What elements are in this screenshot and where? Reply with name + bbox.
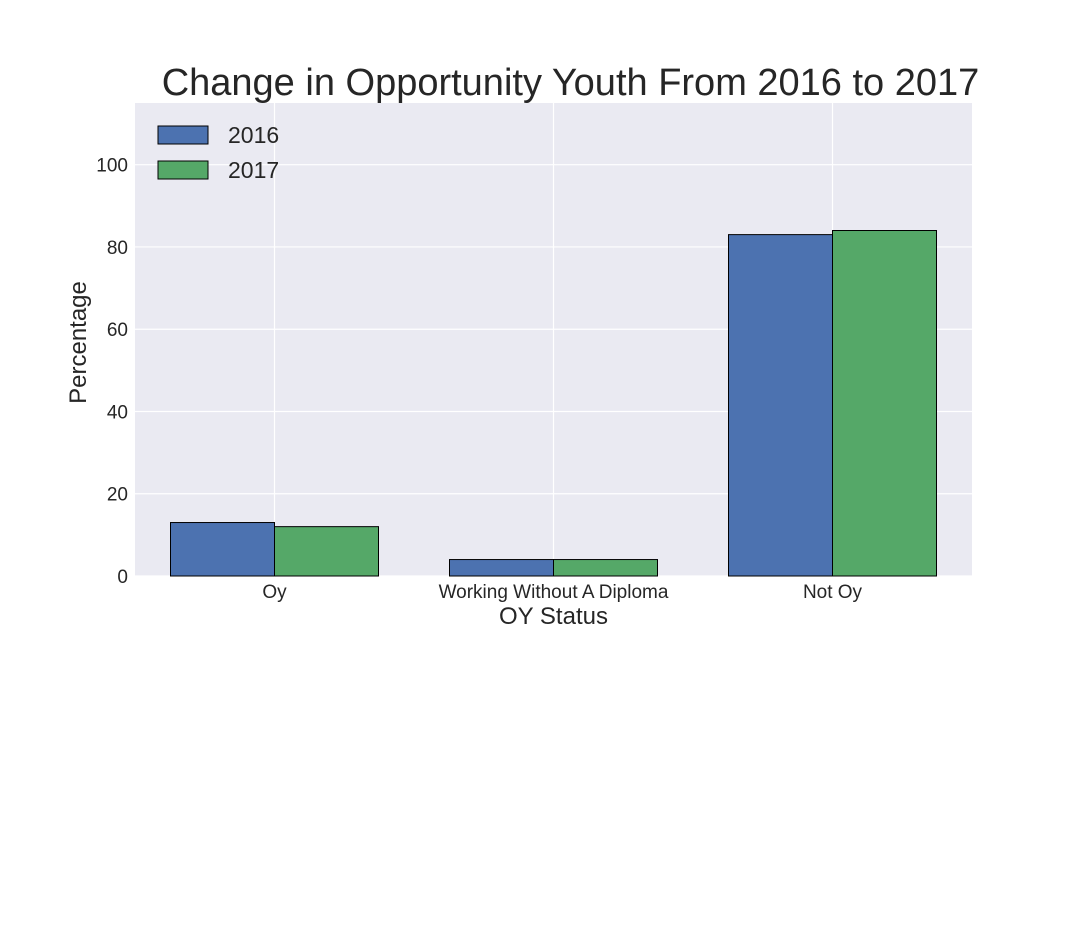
x-tick-label: Not Oy bbox=[803, 582, 863, 603]
bar-2017-not-oy bbox=[832, 230, 937, 577]
x-axis-label: OY Status bbox=[499, 603, 608, 630]
tick-labels: 0 20 40 60 80 100 Oy Working Without A Diploma N… bbox=[96, 156, 862, 603]
y-axis-label: Percentage bbox=[65, 281, 92, 404]
legend-label-2016: 2016 bbox=[228, 122, 279, 148]
bar-2017-working-without-a-diploma bbox=[553, 559, 658, 577]
legend-swatch-2016 bbox=[157, 125, 209, 145]
bar-2016-not-oy bbox=[728, 234, 833, 577]
y-tick-label: 20 bbox=[107, 485, 128, 506]
x-tick-label: Oy bbox=[262, 582, 287, 603]
y-tick-label: 100 bbox=[96, 156, 128, 177]
bars bbox=[170, 230, 937, 577]
y-tick-label: 80 bbox=[107, 238, 128, 259]
bar-2016-oy bbox=[170, 522, 275, 577]
bar-2016-working-without-a-diploma bbox=[449, 559, 554, 577]
legend-swatch-2017 bbox=[157, 160, 209, 180]
y-tick-label: 0 bbox=[117, 567, 128, 588]
bar-2017-oy bbox=[274, 526, 379, 577]
y-tick-label: 40 bbox=[107, 402, 128, 423]
x-tick-label: Working Without A Diploma bbox=[439, 582, 669, 603]
chart-title: Change in Opportunity Youth From 2016 to… bbox=[162, 62, 980, 104]
y-tick-label: 60 bbox=[107, 320, 128, 341]
legend: 2016 2017 bbox=[157, 122, 279, 183]
legend-label-2017: 2017 bbox=[228, 157, 279, 183]
